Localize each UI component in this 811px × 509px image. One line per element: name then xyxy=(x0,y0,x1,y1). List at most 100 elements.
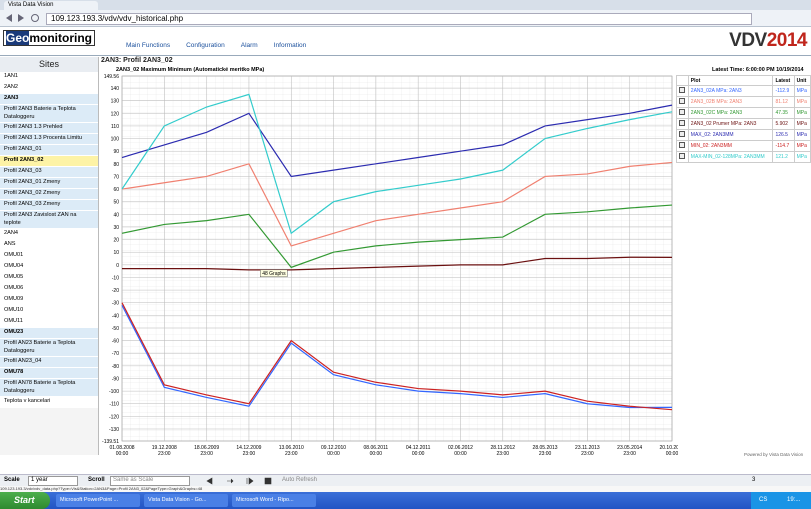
site-item[interactable]: Profil 2AN3 Zavislost ZAN na teplote xyxy=(0,211,98,229)
legend-name: 2AN3_02A MPa: 2AN3 xyxy=(687,85,774,97)
y-tick-label: -130 xyxy=(109,427,119,433)
site-item[interactable]: Profil 2AN3_02 xyxy=(0,156,98,167)
checkbox[interactable] xyxy=(676,85,689,97)
checkbox[interactable] xyxy=(676,96,689,108)
checkbox[interactable] xyxy=(676,118,689,130)
legend-name: MAX-MIN_02-128MPa: 2AN3MM xyxy=(687,151,774,163)
scroll-label: Scroll xyxy=(88,477,105,483)
site-item[interactable]: OMU06 xyxy=(0,284,98,295)
series-line xyxy=(121,304,673,409)
site-item[interactable]: 2AN3 xyxy=(0,94,98,105)
site-item[interactable]: Profil 2AN3_03 Zmeny xyxy=(0,200,98,211)
x-tick-label: 04.12.2011 xyxy=(406,445,431,451)
scale-select[interactable]: 1 year xyxy=(28,476,78,486)
x-tick-time: 23:00 xyxy=(158,451,171,456)
y-tick-label: 70 xyxy=(113,174,119,180)
site-item[interactable]: 2AN2 xyxy=(0,83,98,94)
tray: CS 19:... xyxy=(751,492,811,509)
site-item[interactable]: OMU10 xyxy=(0,306,98,317)
site-item[interactable]: Profil 2AN3_01 xyxy=(0,145,98,156)
site-item[interactable]: OMU11 xyxy=(0,317,98,328)
site-item[interactable]: Profil 2AN3 1.3 Procenta Limitu xyxy=(0,134,98,145)
site-item[interactable]: Profil 2AN3_03 xyxy=(0,167,98,178)
site-item[interactable]: ANS xyxy=(0,240,98,251)
menu-item[interactable]: Configuration xyxy=(186,42,225,49)
y-tick-label: -80 xyxy=(112,364,119,370)
site-item[interactable]: Profil 2AN3 Baterie a Teplota Datalogger… xyxy=(0,105,98,123)
x-tick-time: 23:00 xyxy=(497,451,510,456)
legend-latest: -114.7 xyxy=(772,140,795,152)
site-item[interactable]: Profil 2AN3_01 Zmeny xyxy=(0,178,98,189)
y-tick-label: -90 xyxy=(112,376,119,382)
check[interactable] xyxy=(679,131,685,137)
x-tick-time: 23:00 xyxy=(623,451,636,456)
y-tick-label: 30 xyxy=(113,225,119,231)
menu-item[interactable]: Alarm xyxy=(240,42,258,49)
legend-unit: MPa xyxy=(793,118,811,130)
taskbar-app[interactable]: Microsoft Word - Ripo... xyxy=(232,494,316,507)
scroll-select[interactable]: Same as Scale xyxy=(110,476,190,486)
y-tick-label: 20 xyxy=(113,238,119,244)
x-tick-label: 20.10.2014 xyxy=(659,445,678,451)
x-tick-time: 00:00 xyxy=(412,451,425,456)
check[interactable] xyxy=(679,109,685,115)
x-tick-time: 23:00 xyxy=(200,451,213,456)
logo[interactable]: Geomonitoring xyxy=(3,30,95,46)
checkbox[interactable] xyxy=(676,107,689,119)
legend-unit: MPa xyxy=(793,96,811,108)
start-button[interactable]: Start xyxy=(0,492,50,509)
x-tick-label: 01.08.2008 xyxy=(109,445,134,451)
column-header: Plot xyxy=(687,75,774,86)
y-tick-label: 0 xyxy=(116,263,119,269)
check[interactable] xyxy=(679,142,685,148)
x-tick-label: 14.12.2009 xyxy=(236,445,261,451)
site-item[interactable]: OMU05 xyxy=(0,273,98,284)
checkbox[interactable] xyxy=(676,129,689,141)
site-item[interactable]: OMU09 xyxy=(0,295,98,306)
y-tick-label: -60 xyxy=(112,339,119,345)
legend-latest: 47.35 xyxy=(772,107,795,119)
check[interactable] xyxy=(679,87,685,93)
y-tick-label: -40 xyxy=(112,313,119,319)
site-item[interactable]: Profil 2AN3_02 Zmeny xyxy=(0,189,98,200)
check[interactable] xyxy=(679,98,685,104)
site-item[interactable]: Profil AN23_04 xyxy=(0,357,98,368)
x-tick-label: 02.06.2012 xyxy=(448,445,473,451)
series-line xyxy=(122,256,673,271)
column-header: Unit xyxy=(793,75,811,86)
alarm-count[interactable]: 3 xyxy=(752,477,756,483)
site-item[interactable]: Profil 2AN3 1.3 Prehled xyxy=(0,123,98,134)
site-item[interactable]: OMU04 xyxy=(0,262,98,273)
browser-tab[interactable]: Vista Data Vision xyxy=(4,1,98,10)
x-tick-label: 28.11.2012 xyxy=(490,445,515,451)
legend-row: MIN_02: 2AN3MM -114.7 MPa xyxy=(676,140,811,152)
url-field[interactable]: 109.123.193.3/vdv/vdv_historical.php xyxy=(46,13,752,25)
tab-bar: Vista Data Vision xyxy=(0,0,811,10)
site-item[interactable]: Profil AN23 Baterie a Teplota Datalogger… xyxy=(0,339,98,357)
scroll-buttons[interactable] xyxy=(205,476,275,486)
taskbar-app[interactable]: Vista Data Vision - Go... xyxy=(144,494,228,507)
y-tick-label: -70 xyxy=(112,351,119,357)
checkbox[interactable] xyxy=(676,140,689,152)
status-url: 109.123.193.3/vdv/vdv_data.php?Type=Vis&… xyxy=(0,486,811,492)
auto-refresh[interactable]: Auto Refresh xyxy=(282,477,318,483)
site-item[interactable]: Profil AN78 Baterie a Teplota Datalogger… xyxy=(0,379,98,397)
series-line xyxy=(121,204,673,269)
x-tick-label: 19.12.2008 xyxy=(152,445,177,451)
nav-buttons[interactable] xyxy=(4,13,42,23)
menu-item[interactable]: Information xyxy=(273,42,307,49)
legend-latest: 81.12 xyxy=(772,96,795,108)
site-item[interactable]: 2AN4 xyxy=(0,229,98,240)
check[interactable] xyxy=(679,153,685,159)
check[interactable] xyxy=(679,120,685,126)
site-item[interactable]: OMU01 xyxy=(0,251,98,262)
checkbox[interactable] xyxy=(676,151,689,163)
x-tick-time: 00:00 xyxy=(666,451,678,456)
site-item[interactable]: Teplota v kancelari xyxy=(0,397,98,408)
site-item[interactable]: OMU78 xyxy=(0,368,98,379)
site-item[interactable]: 1AN1 xyxy=(0,72,98,83)
legend-name: 2AN3_02 Prumer MPa: 2AN3 xyxy=(687,118,774,130)
taskbar-app[interactable]: Microsoft PowerPoint ... xyxy=(56,494,140,507)
site-item[interactable]: OMU23 xyxy=(0,328,98,339)
menu-item[interactable]: Main Functions xyxy=(126,42,171,49)
